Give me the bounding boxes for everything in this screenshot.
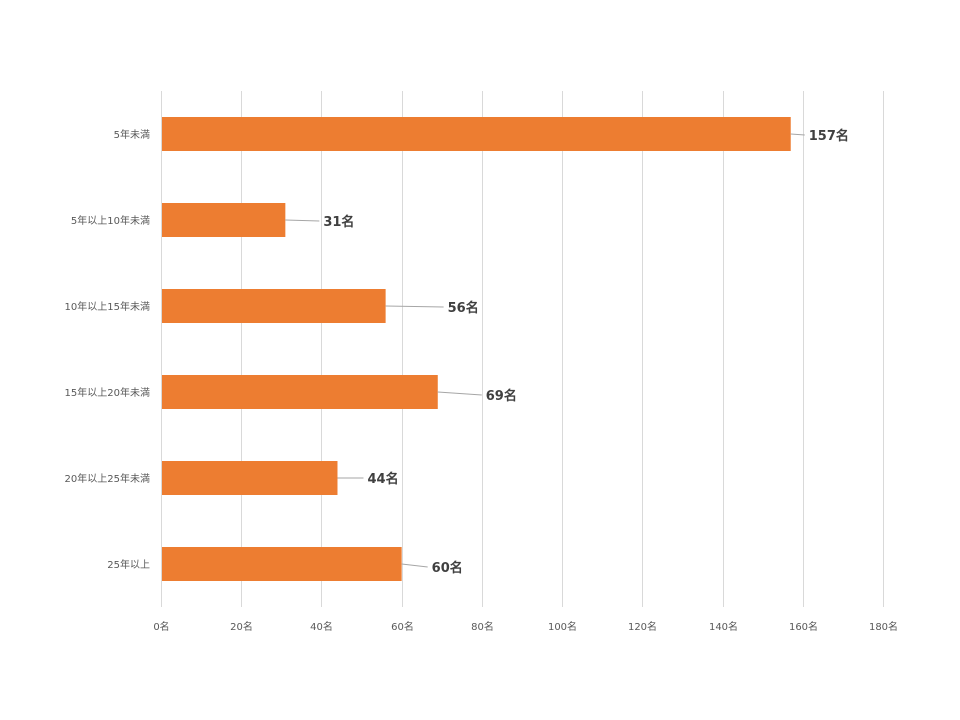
data-label: 44名: [367, 471, 398, 487]
data-label: 157名: [809, 128, 849, 144]
leader-line: [385, 305, 444, 308]
category-label: 20年以上25年未満: [65, 472, 150, 485]
x-tick-labels: 0名 20名 40名 60名 80名 100名 120名 140名 160名 180名: [153, 620, 898, 633]
bar: [162, 375, 438, 409]
x-tick-label: 160名: [789, 620, 818, 633]
data-label: 56名: [448, 300, 479, 316]
leader-line: [790, 133, 805, 136]
x-tick-label: 100名: [548, 620, 577, 633]
bar: [162, 289, 386, 323]
leader-line: [437, 391, 482, 396]
data-label: 31名: [323, 214, 354, 230]
data-labels: 157名 31名 56名 69名 44名 60名: [285, 128, 849, 576]
category-label: 5年未満: [114, 128, 150, 141]
category-label: 10年以上15年未満: [65, 300, 150, 313]
data-label: 60名: [432, 560, 463, 576]
x-tick-label: 60名: [391, 620, 414, 633]
x-tick-label: 0名: [153, 620, 169, 633]
x-tick-label: 20名: [230, 620, 253, 633]
bar: [162, 117, 791, 151]
category-label: 25年以上: [107, 558, 150, 571]
gridlines: [161, 91, 884, 607]
category-label: 15年以上20年未満: [65, 386, 150, 399]
x-tick-label: 40名: [310, 620, 333, 633]
bar: [162, 461, 338, 495]
data-label: 69名: [486, 388, 517, 404]
x-tick-label: 180名: [869, 620, 898, 633]
bar: [162, 203, 286, 237]
leader-line: [285, 219, 320, 222]
category-label: 5年以上10年未満: [71, 214, 150, 227]
bars: [162, 117, 791, 581]
x-tick-label: 80名: [471, 620, 494, 633]
category-labels: 5年未満 5年以上10年未満 10年以上15年未満 15年以上20年未満 20年以上25…: [65, 128, 150, 571]
x-tick-label: 120名: [628, 620, 657, 633]
bar: [162, 547, 402, 581]
x-tick-label: 140名: [709, 620, 738, 633]
leader-line: [401, 563, 428, 568]
